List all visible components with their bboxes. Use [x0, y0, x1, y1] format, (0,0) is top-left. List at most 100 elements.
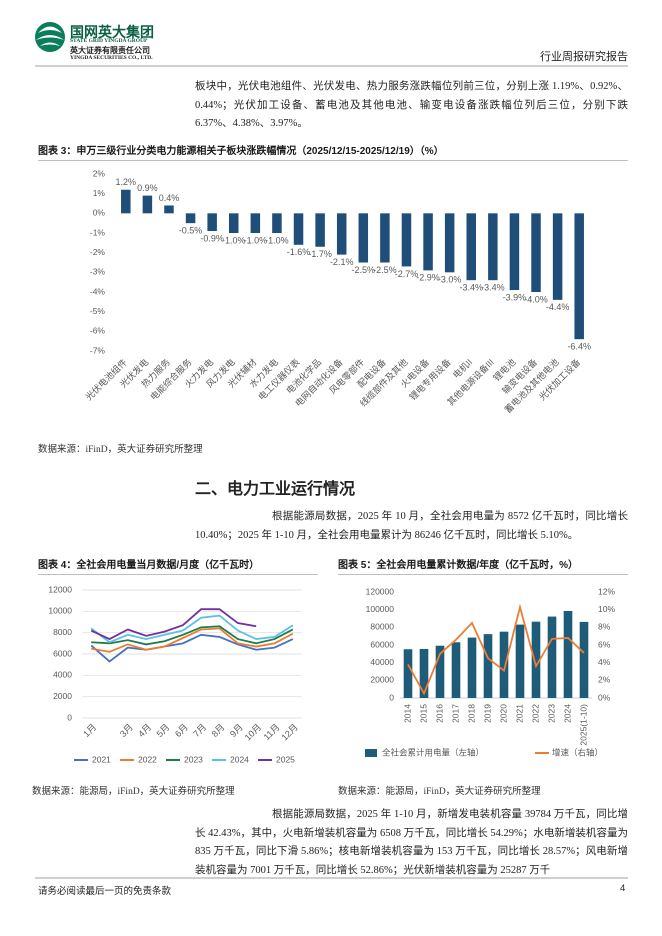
y-tick-label: 4% [598, 657, 611, 667]
bar [515, 624, 525, 698]
x-tick-label: 2019 [482, 704, 492, 723]
bar [552, 213, 563, 300]
data-label: -2.5% [352, 265, 376, 275]
y-tick-label: 0 [389, 692, 394, 702]
y-tick-label: 120000 [366, 586, 395, 596]
data-label: -3.4% [459, 283, 483, 293]
x-tick-label: 2014 [402, 704, 412, 723]
paragraph: 根据能源局数据，2025 年 10 月，全社会用电量为 8572 亿千瓦时，同比… [195, 511, 628, 541]
bar [488, 213, 498, 281]
logo [35, 22, 65, 52]
data-label: -0.9% [200, 233, 224, 243]
x-tick-label: 2024 [562, 704, 572, 723]
bar [250, 213, 261, 233]
y-tick-label: 0% [93, 208, 106, 218]
paragraph: 根据能源局数据，2025 年 1-10 月，新增发电装机容量 39784 万千瓦… [195, 809, 628, 876]
figure-source: 数据来源：能源局，iFinD，英大证券研究所整理 [338, 787, 541, 797]
y-tick-label: 60000 [370, 639, 394, 649]
x-tick-label: 2015 [418, 704, 428, 723]
y-tick-label: 2% [93, 168, 106, 178]
bar [467, 637, 477, 698]
paragraph: 板块中，光伏电池组件、光伏发电、热力服务涨跌幅位列前三位，分别上涨 1.19%、… [195, 81, 628, 129]
y-tick-label: 1% [93, 188, 106, 198]
bar [509, 213, 520, 291]
legend-label: 2024 [230, 754, 249, 764]
y-tick-label: 0 [67, 712, 72, 722]
line-series [90, 608, 257, 641]
data-label: -1.0% [222, 235, 246, 245]
bar [499, 631, 509, 698]
x-tick-label: 2020 [498, 704, 508, 723]
bar [229, 213, 239, 233]
bar [207, 213, 217, 232]
x-tick-label: 8月 [210, 722, 227, 739]
x-tick-label: 4月 [136, 722, 153, 739]
y-tick-label: 6000 [53, 648, 72, 658]
securities-name: 英大证券有限责任公司 [70, 46, 150, 55]
line-series [407, 603, 585, 696]
data-label: -1.0% [265, 235, 289, 245]
y-tick-label: 6% [598, 639, 611, 649]
bar [579, 621, 589, 698]
data-label: 1.2% [116, 177, 137, 187]
x-tick-label: 5月 [155, 722, 172, 739]
line-series [90, 633, 294, 663]
bar [272, 213, 282, 233]
y-tick-label: -6% [90, 326, 106, 336]
figure-source: 数据来源：iFinD，英大证券研究所整理 [38, 445, 203, 455]
legend-label: 增速（右轴） [552, 747, 603, 757]
line-series [90, 614, 294, 644]
x-tick-label: 3月 [118, 722, 135, 739]
y-tick-label: 10% [598, 604, 615, 614]
report-type: 行业周报研究报告 [540, 51, 628, 63]
data-label: -2.5% [373, 265, 397, 275]
y-tick-label: 12000 [48, 584, 72, 594]
y-tick-label: -2% [90, 247, 106, 257]
x-tick-label: 1月 [81, 722, 98, 739]
data-label: -3.4% [481, 283, 505, 293]
data-label: 0.9% [137, 183, 158, 193]
data-label: -4.0% [524, 294, 548, 304]
y-tick-label: 80000 [370, 622, 394, 632]
x-tick-label: 2025(1-10) [578, 704, 588, 746]
x-tick-label: 10月 [243, 722, 264, 743]
data-label: -0.5% [179, 226, 203, 236]
legend-label: 全社会累计用电量（左轴） [382, 747, 484, 757]
y-tick-label: 2% [598, 675, 611, 685]
bar [483, 634, 493, 698]
x-tick-label: 12月 [279, 722, 300, 743]
data-label: -1.7% [308, 249, 332, 259]
bar [164, 205, 174, 214]
bar [419, 648, 429, 698]
y-tick-label: 20000 [370, 675, 394, 685]
figure-title: 图表 3：申万三级行业分类电力能源相关子板块涨跌幅情况（2025/12/15-2… [38, 142, 628, 161]
data-label: -4.4% [546, 302, 570, 312]
y-tick-label: -5% [90, 306, 106, 316]
y-tick-label: 10000 [48, 606, 72, 616]
y-tick-label: 0% [598, 692, 611, 702]
bar [531, 213, 541, 292]
legend-label: 2021 [92, 754, 111, 764]
bar [358, 213, 369, 263]
company-name: 国网英大集团 [70, 24, 154, 40]
bar [403, 649, 413, 698]
figure-title: 图表 4：全社会用电量当月数据/月度（亿千瓦时） [38, 556, 318, 575]
x-tick-label: 2021 [514, 704, 524, 723]
bar [142, 195, 153, 214]
bar [531, 621, 541, 698]
bar [466, 213, 476, 281]
data-label: -2.7% [395, 269, 419, 279]
y-tick-label: 12% [598, 586, 615, 596]
securities-name-en: YINGDA SECURITIES CO., LTD. [70, 55, 153, 61]
bar [435, 645, 445, 698]
y-tick-label: -1% [90, 227, 106, 237]
data-label: -1.0% [244, 235, 268, 245]
bar [121, 189, 131, 214]
bar [451, 642, 461, 698]
section-heading: 二、电力工业运行情况 [195, 481, 356, 498]
bar [293, 213, 304, 245]
x-tick-label: 6月 [173, 722, 190, 739]
y-tick-label: 40000 [370, 657, 394, 667]
x-tick-label: 11月 [262, 722, 282, 742]
